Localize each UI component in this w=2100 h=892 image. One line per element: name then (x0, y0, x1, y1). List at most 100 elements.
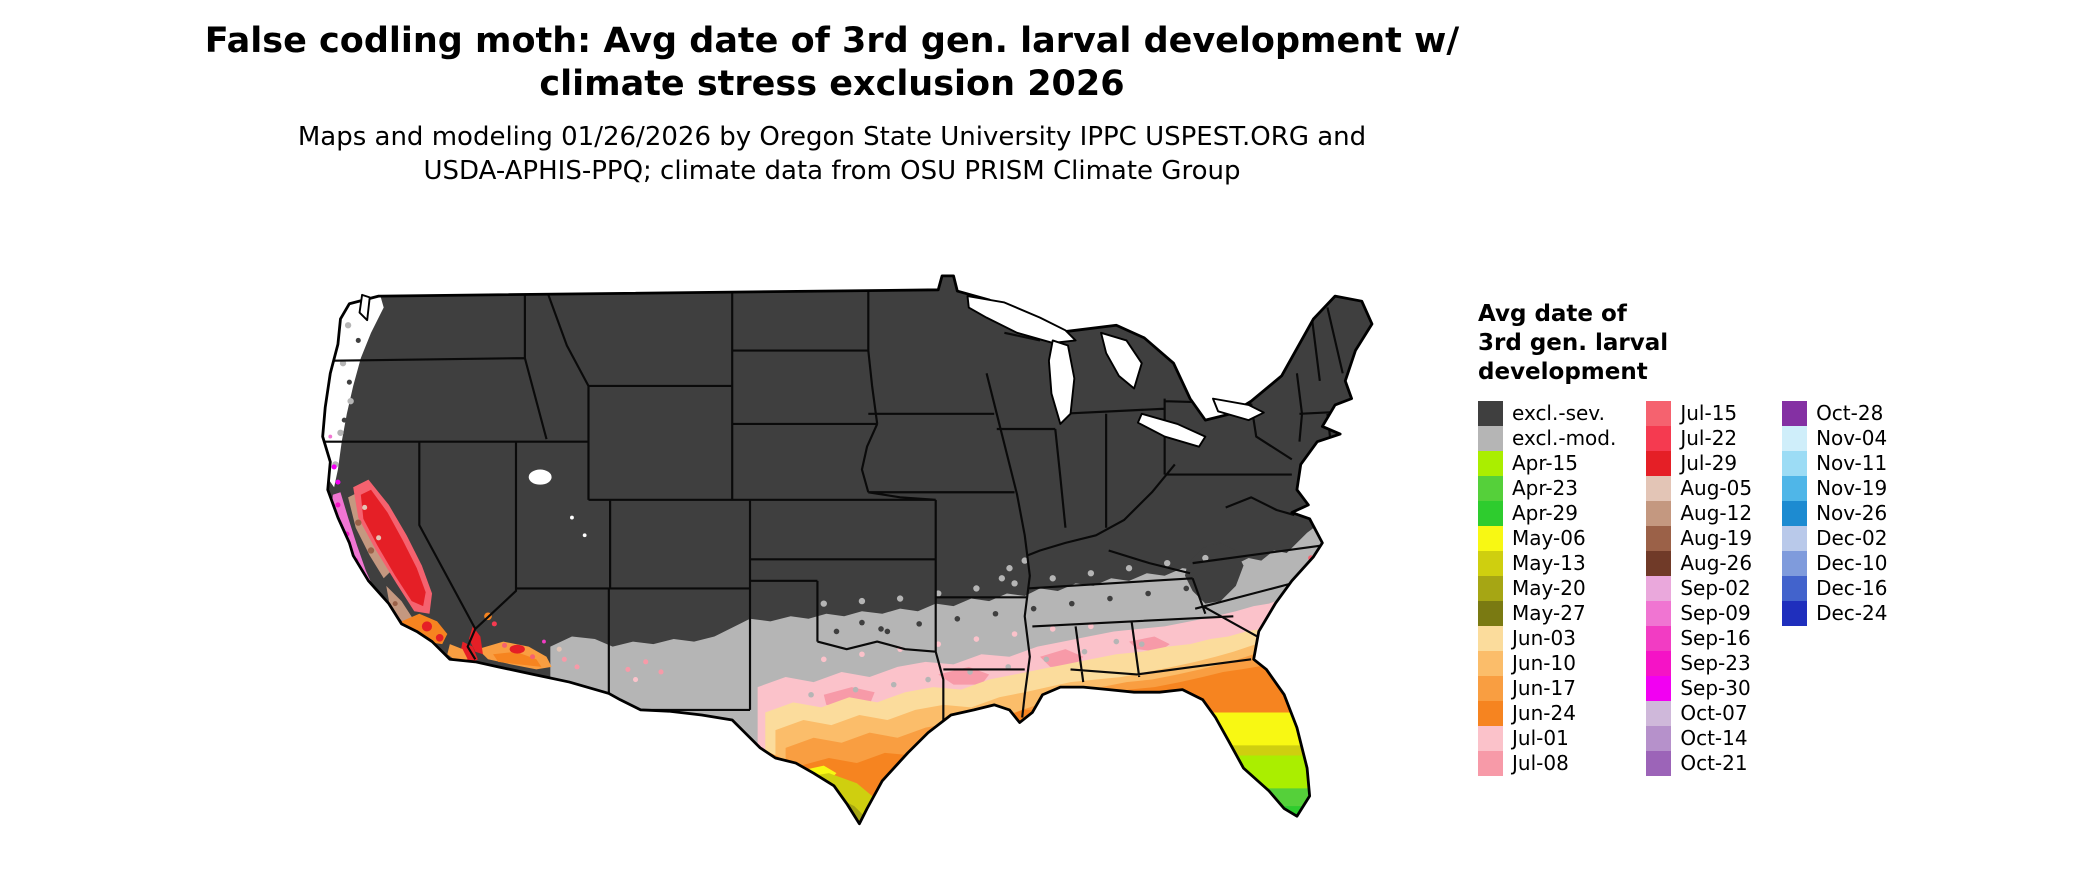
legend-swatch (1646, 401, 1672, 426)
legend-item-label: Dec-10 (1816, 551, 1888, 575)
legend-item-label: Jul-22 (1680, 426, 1738, 450)
legend-item: Oct-07 (1646, 701, 1752, 726)
legend-item-label: Aug-26 (1680, 551, 1753, 575)
legend-swatch (1646, 601, 1672, 626)
legend-item: Sep-16 (1646, 626, 1752, 651)
legend-swatch (1782, 426, 1808, 451)
legend-swatch (1646, 476, 1672, 501)
legend-item-label: Apr-29 (1512, 501, 1578, 525)
legend-swatch (1478, 451, 1503, 476)
legend-item-label: Oct-21 (1680, 751, 1748, 775)
legend-item-label: Aug-05 (1680, 476, 1753, 500)
legend-title: Avg date of 3rd gen. larval development (1478, 300, 1887, 387)
legend-swatch (1646, 676, 1672, 701)
legend-item-label: Jul-29 (1680, 451, 1738, 475)
us-choropleth-map (321, 274, 1374, 826)
legend-title-line-3: development (1478, 359, 1648, 385)
legend-item: Aug-05 (1646, 476, 1752, 501)
region-outer-banks-specks (1306, 555, 1321, 582)
legend-item-label: Nov-19 (1816, 476, 1888, 500)
legend-item: Jul-22 (1646, 426, 1752, 451)
legend-swatch (1646, 551, 1672, 576)
legend-item: Jun-17 (1478, 676, 1616, 701)
legend-swatch (1782, 451, 1808, 476)
legend-item: May-27 (1478, 601, 1616, 626)
legend-item-label: Aug-19 (1680, 526, 1753, 550)
legend-item: Sep-02 (1646, 576, 1752, 601)
legend-item: Jun-10 (1478, 651, 1616, 676)
legend-item: Nov-26 (1782, 501, 1887, 526)
legend-swatch (1782, 476, 1808, 501)
legend-item: Jul-01 (1478, 726, 1616, 751)
legend-swatch (1478, 651, 1503, 676)
great-lakes (358, 293, 1265, 448)
legend-swatch (1646, 651, 1672, 676)
legend-item-label: May-20 (1512, 576, 1586, 600)
legend-item-label: Nov-04 (1816, 426, 1888, 450)
state-borders (322, 289, 1351, 751)
legend-swatch (1478, 751, 1503, 776)
legend-item-label: Dec-02 (1816, 526, 1888, 550)
legend-item: Sep-23 (1646, 651, 1752, 676)
legend-swatch (1478, 676, 1503, 701)
lake-superior (966, 295, 1077, 344)
legend-title-line-1: Avg date of (1478, 301, 1627, 327)
legend-swatch (1646, 526, 1672, 551)
legend-item-label: Jul-15 (1680, 401, 1738, 425)
legend-swatch (1782, 401, 1808, 426)
legend-item: Apr-23 (1478, 476, 1616, 501)
lake-michigan (1047, 339, 1076, 425)
legend: Avg date of 3rd gen. larval development … (1478, 300, 1887, 776)
legend-swatch (1478, 501, 1503, 526)
legend-swatch (1478, 601, 1503, 626)
region-new-mexico-specks (625, 659, 664, 683)
legend-swatch (1782, 576, 1808, 601)
legend-item: Dec-16 (1782, 576, 1887, 601)
legend-item: May-13 (1478, 551, 1616, 576)
legend-item: Apr-29 (1478, 501, 1616, 526)
lake-huron (1100, 331, 1143, 390)
legend-swatch (1478, 476, 1503, 501)
legend-item: Dec-02 (1782, 526, 1887, 551)
legend-item: Nov-04 (1782, 426, 1887, 451)
legend-item-label: excl.-mod. (1512, 426, 1617, 450)
legend-item: Apr-15 (1478, 451, 1616, 476)
map-subtitle: Maps and modeling 01/26/2026 by Oregon S… (0, 120, 1664, 188)
legend-swatch (1646, 726, 1672, 751)
legend-item-label: Apr-15 (1512, 451, 1578, 475)
legend-item-label: Aug-12 (1680, 501, 1753, 525)
legend-swatch (1478, 526, 1503, 551)
legend-item: excl.-sev. (1478, 401, 1616, 426)
legend-item: Aug-12 (1646, 501, 1752, 526)
legend-item-label: May-13 (1512, 551, 1586, 575)
legend-item-label: excl.-sev. (1512, 401, 1605, 425)
legend-item: Aug-26 (1646, 551, 1752, 576)
legend-item-label: Oct-14 (1680, 726, 1748, 750)
legend-item-label: Oct-28 (1816, 401, 1884, 425)
map-subtitle-line-1: Maps and modeling 01/26/2026 by Oregon S… (297, 122, 1367, 152)
legend-item: Sep-09 (1646, 601, 1752, 626)
lake-ontario (1212, 397, 1265, 422)
legend-item-label: Sep-30 (1680, 676, 1751, 700)
legend-item-label: Jul-01 (1512, 726, 1569, 750)
legend-item-label: May-06 (1512, 526, 1586, 550)
legend-swatch (1646, 501, 1672, 526)
legend-item-label: Sep-02 (1680, 576, 1751, 600)
puget-sound (358, 293, 371, 322)
legend-column: excl.-sev. excl.-mod. Apr-15 Apr-23 Apr-29 Ma… (1478, 401, 1616, 776)
map-title-line-2: climate stress exclusion 2026 (539, 64, 1125, 104)
legend-item: Jun-03 (1478, 626, 1616, 651)
legend-item: Jul-15 (1646, 401, 1752, 426)
legend-column: Jul-15 Jul-22 Jul-29 Aug-05 Aug-12 Aug-19 Aug-… (1646, 401, 1752, 776)
legend-swatch (1782, 601, 1808, 626)
legend-columns: excl.-sev. excl.-mod. Apr-15 Apr-23 Apr-29 Ma… (1478, 401, 1887, 776)
speckles-dark-in-gray (833, 585, 1190, 635)
map-subtitle-line-2: USDA-APHIS-PPQ; climate data from OSU PR… (423, 156, 1241, 186)
legend-item-label: Oct-07 (1680, 701, 1748, 725)
legend-column: Oct-28 Nov-04 Nov-11 Nov-19 Nov-26 Dec-02 Dec-… (1782, 401, 1887, 626)
legend-title-line-2: 3rd gen. larval (1478, 330, 1669, 356)
legend-item-label: Dec-16 (1816, 576, 1888, 600)
legend-item: excl.-mod. (1478, 426, 1616, 451)
us-outline (321, 274, 1374, 826)
legend-swatch (1478, 726, 1503, 751)
